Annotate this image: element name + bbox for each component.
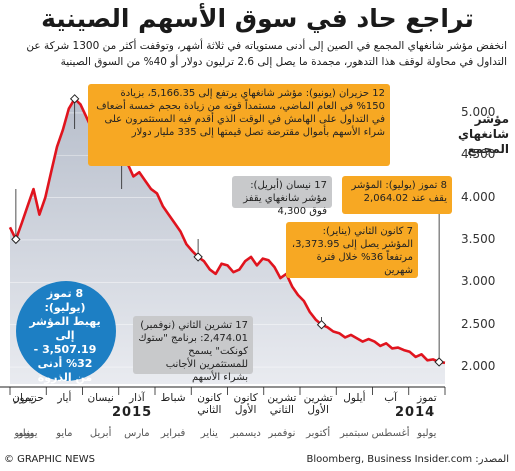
- footer-source: المصدر: Bloomberg, Business Insider.com: [306, 454, 509, 465]
- callout-apr17: 17 نيسان (أبريل): مؤشر شانغهاي يقفز فوق …: [232, 176, 332, 217]
- x-month-label-alt: يوليو: [14, 428, 34, 439]
- chart-title: تراجع حاد في سوق الأسهم الصينية: [41, 4, 474, 33]
- x-month-label: حزيران: [12, 392, 44, 404]
- x-month-label-alt: يناير: [200, 428, 218, 439]
- x-month-label-alt: مايو: [56, 428, 73, 439]
- callout-jan7: 7 كانون الثاني (يناير): المؤشر يصل إلى 3…: [286, 222, 418, 278]
- x-month-label: نيسان: [87, 392, 114, 404]
- y-tick-label: 4.500: [461, 147, 496, 162]
- x-month-label-alt: سبتمبر: [340, 428, 369, 439]
- marker-point: [69, 94, 80, 104]
- callout-circle: [16, 281, 116, 381]
- chart-subtitle: انخفض مؤشر شانغهاي المجمع في الصين إلى أ…: [26, 40, 507, 68]
- x-month-label-alt: يوليو: [417, 428, 437, 439]
- x-month-label: كانون الأول: [233, 392, 258, 416]
- marker-point: [434, 357, 444, 367]
- x-month-label-alt: أغسطس: [371, 428, 410, 439]
- y-tick-label: 3.000: [461, 274, 496, 289]
- x-month-label-alt: أبريل: [89, 428, 112, 439]
- marker-point: [316, 319, 327, 330]
- x-month-label: تشرين الأول: [303, 392, 333, 416]
- x-month-label: آذار: [129, 392, 145, 404]
- x-month-label-alt: ديسمبر: [230, 428, 261, 439]
- y-tick-label: 2.500: [461, 316, 496, 331]
- x-month-label: تشرين الثاني: [267, 392, 297, 416]
- y-tick-label: 4.000: [461, 189, 496, 204]
- y-axis-label: مؤشر شانغهاي المجمع: [457, 112, 509, 156]
- x-year-label: 2015: [112, 405, 153, 420]
- y-tick-label: 5.000: [461, 104, 496, 119]
- x-month-label: تموز: [14, 392, 34, 404]
- x-month-label: آب: [384, 392, 398, 404]
- y-tick-label: 2.000: [461, 359, 496, 374]
- chart-plot: [0, 94, 446, 395]
- x-month-label-alt: نوفمبر: [268, 428, 296, 439]
- series-area: [10, 98, 445, 385]
- x-year-label: 2014: [395, 405, 436, 420]
- x-month-label: تموز: [417, 392, 437, 404]
- callout-jul8-2015: 8 تموز (يوليو): يهبط المؤشر إلى 3,507.19…: [29, 287, 101, 384]
- x-month-label: أيلول: [343, 392, 366, 404]
- x-month-label: شباط: [160, 392, 186, 404]
- y-tick-label: 3.500: [461, 231, 496, 246]
- x-month-label-alt: فبراير: [160, 428, 186, 439]
- series-line: [8, 97, 446, 365]
- x-month-label-alt: مارس: [124, 428, 150, 439]
- callout-jul8-2014: 8 تموز (يوليو): المؤشر يقف عند 2,064.02: [342, 176, 452, 214]
- callout-jun12: 12 حزيران (يونيو): مؤشر شانغهاي يرتفع إل…: [88, 84, 390, 166]
- footer-credit: © GRAPHIC NEWS: [4, 454, 96, 465]
- x-month-label: كانون الثاني: [197, 392, 222, 416]
- x-month-label-alt: أكتوبر: [306, 428, 331, 439]
- callout-nov17: 17 تشرين الثاني (نوفمبر) 2,474.01: برنام…: [133, 316, 253, 383]
- x-month-label: أيار: [57, 392, 72, 404]
- plot-area: [0, 94, 446, 395]
- x-month-label-alt: يونيو: [18, 428, 38, 439]
- marker-point: [11, 234, 21, 245]
- marker-point: [193, 252, 203, 262]
